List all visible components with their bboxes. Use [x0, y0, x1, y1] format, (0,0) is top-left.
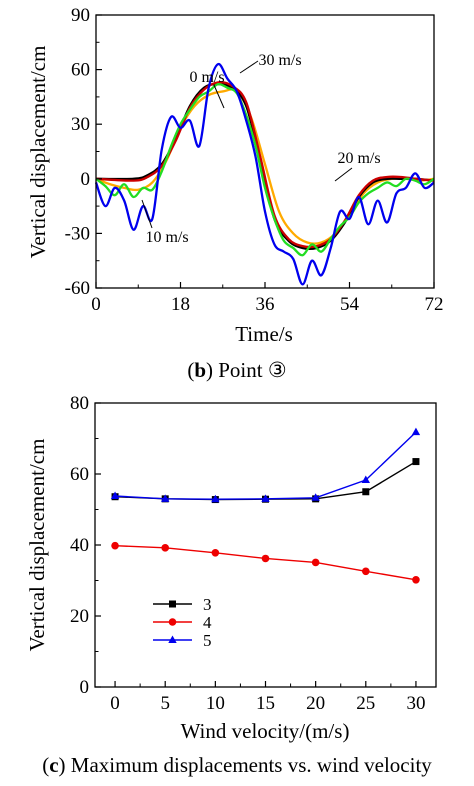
chart-c-legend: 345 [153, 595, 212, 650]
chart-c-x-tick-label: 10 [206, 693, 225, 714]
chart-b-y-tick-label: 60 [71, 60, 90, 81]
chart-b-series-line-2 [95, 82, 435, 257]
chart-c-x-tick-label: 5 [160, 693, 170, 714]
chart-c-point-4 [361, 567, 370, 576]
chart-c-plot-frame [94, 402, 437, 688]
chart-b-series-line-3 [95, 88, 435, 245]
chart-c-point-4 [412, 575, 420, 584]
chart-b-y-tick-label: -30 [65, 223, 90, 244]
chart-c-point-5 [261, 494, 270, 502]
chart-b-x-tick-label: 36 [256, 294, 275, 315]
chart-b-annotation-30ms: 30 m/s [258, 52, 301, 69]
chart-c-point-3 [362, 488, 370, 496]
chart-c-point-3 [412, 458, 420, 466]
chart-c-legend-label-5: 5 [203, 631, 212, 650]
chart-c-y-tick-label: 20 [70, 606, 89, 627]
chart-b-caption-text: Point ③ [218, 358, 287, 382]
chart-c-legend-label-4: 4 [203, 613, 212, 632]
chart-c-x-tick-label: 25 [356, 693, 375, 714]
chart-b-series-line-1 [95, 81, 435, 249]
chart-b-annotation-pointer-20ms [334, 167, 353, 182]
chart-c-point-5 [110, 491, 120, 500]
chart-b-annotation-pointer-30ms [239, 60, 259, 74]
chart-c-caption-text: Maximum displacements vs. wind velocity [70, 753, 432, 777]
chart-c-caption-letter: c [49, 753, 59, 777]
chart-c-x-tick-label: 30 [406, 693, 425, 714]
chart-c-point-4 [311, 558, 320, 567]
chart-c-y-tick-label: 80 [70, 393, 89, 414]
chart-c-y-axis-label: Vertical displacement/cm [25, 439, 49, 652]
chart-b-x-tick-label: 18 [171, 294, 190, 315]
chart-b-x-tick-label: 72 [425, 294, 444, 315]
chart-b-annotation-20ms: 20 m/s [337, 150, 380, 167]
chart-c-caption: (c) Maximum displacements vs. wind veloc… [42, 753, 432, 777]
chart-b-annotation-0ms: 0 m/s [189, 69, 224, 86]
chart-b-x-axis-label: Time/s [235, 322, 293, 346]
chart-c-point-5 [361, 475, 370, 484]
chart-c-y-tick-label: 60 [70, 464, 89, 485]
chart-c-point-4 [211, 549, 220, 557]
chart-b-caption: (b) Point ③ [187, 358, 287, 382]
chart-c-legend-marker-5 [168, 635, 177, 643]
chart-b-annotation-pointer-0ms [213, 84, 225, 109]
chart-c-y-tick-label: 40 [70, 535, 89, 556]
chart-c-legend-label-3: 3 [203, 595, 212, 614]
chart-c-point-4 [261, 554, 270, 563]
chart-b-caption-letter: b [194, 358, 206, 382]
chart-c-x-tick-label: 15 [256, 693, 275, 714]
chart-c-y-tick-label: 0 [80, 677, 90, 698]
chart-b-x-tick-label: 0 [91, 294, 101, 315]
chart-c-x-tick-label: 20 [306, 693, 325, 714]
chart-c-axis-ticks: 0 5 10 15 20 25 30 0 20 40 60 80 [70, 393, 425, 714]
chart-c-point-5 [161, 494, 170, 502]
chart-b-y-tick-label: 0 [81, 169, 91, 190]
chart-c-legend-marker-3 [169, 600, 176, 608]
chart-c-point-5 [411, 427, 421, 436]
chart-c-point-4 [111, 541, 119, 550]
chart-b-x-tick-label: 54 [340, 294, 360, 315]
chart-c-series-line-3 [115, 460, 417, 501]
chart-b: 0 18 36 54 72 -60 -30 0 30 60 90 0 m/s 30 m/s 20 m… [26, 5, 444, 346]
chart-b-y-axis-label: Vertical displacement/cm [26, 46, 50, 259]
chart-b-series-line-4 [94, 62, 435, 286]
chart-c-point-5 [211, 494, 220, 503]
chart-b-axis-ticks: 0 18 36 54 72 -60 -30 0 30 60 90 [65, 5, 444, 315]
chart-c-point-5 [311, 493, 320, 501]
chart-b-y-tick-label: -60 [65, 278, 90, 299]
chart-b-annotation-pointer-10ms [141, 199, 153, 229]
chart-c-point-4 [161, 544, 170, 552]
chart-b-annotation-10ms: 10 m/s [145, 229, 188, 246]
chart-c-x-axis-label: Wind velocity/(m/s) [181, 719, 350, 743]
chart-b-series-layer [94, 62, 435, 286]
chart-c-x-tick-label: 0 [110, 693, 120, 714]
chart-c-legend-marker-4 [168, 618, 177, 626]
chart-c-series-line-4 [115, 545, 417, 581]
chart-b-y-tick-label: 30 [71, 114, 90, 135]
chart-c-series-layer [110, 427, 421, 584]
chart-b-y-tick-label: 90 [71, 5, 90, 26]
